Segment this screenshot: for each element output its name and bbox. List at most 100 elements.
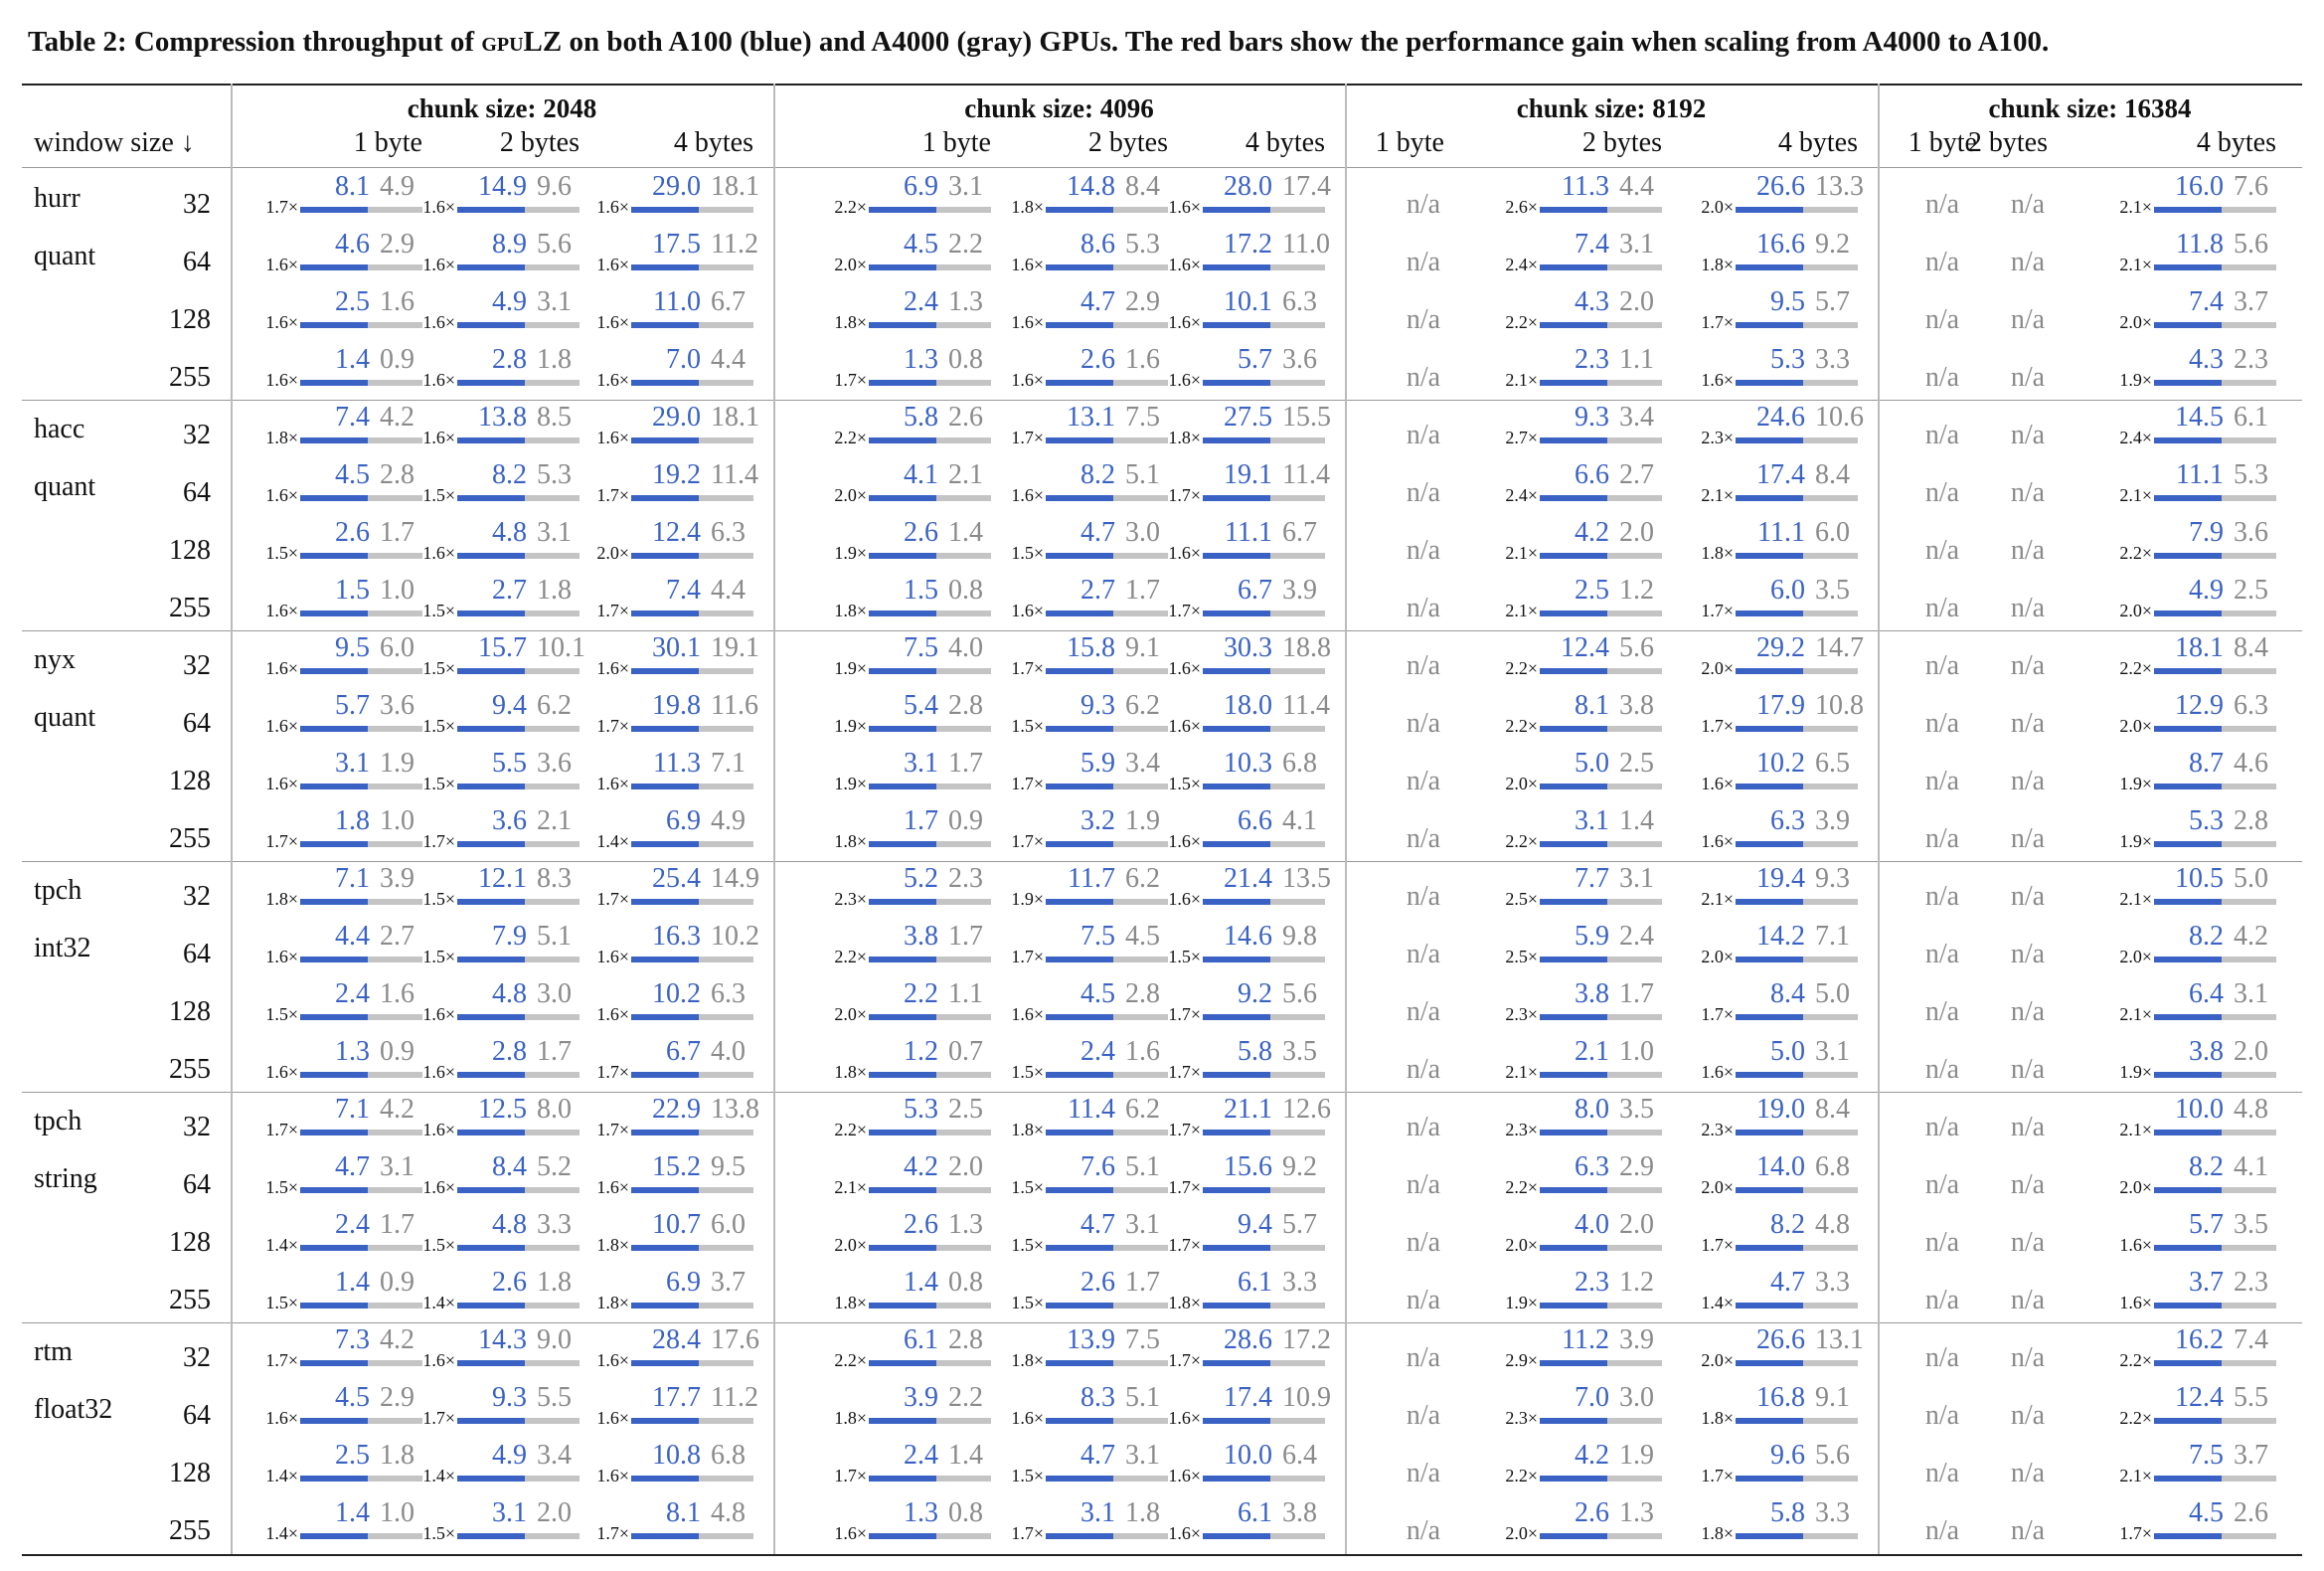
a100-bar-fill (1540, 1072, 1607, 1079)
a4000-throughput: 1.7 (1125, 1267, 1160, 1299)
a4000-throughput: 3.4 (537, 1440, 572, 1472)
a4000-throughput: 6.8 (1282, 748, 1317, 780)
a100-bar-fill (2154, 553, 2222, 560)
throughput-bar (631, 841, 753, 848)
window-size-value: 64 (183, 1400, 211, 1432)
a4000-throughput: 8.0 (537, 1094, 572, 1125)
a100-throughput: 1.3 (904, 344, 938, 376)
section-rule (22, 400, 2302, 401)
a4000-throughput: 9.8 (1282, 921, 1317, 953)
scaling-gain: 2.2× (2119, 1408, 2152, 1429)
scaling-gain: 2.1× (1505, 370, 1538, 391)
scaling-gain: 2.4× (1505, 485, 1538, 506)
window-size-value: 128 (169, 1458, 211, 1489)
not-applicable: n/a (1924, 881, 1960, 912)
dataset-name: int32 (34, 933, 91, 963)
throughput-bar (631, 1476, 753, 1483)
not-applicable: n/a (1406, 1112, 1441, 1142)
a100-throughput: 4.6 (335, 229, 370, 261)
a100-throughput: 9.3 (492, 1382, 527, 1414)
window-size-value: 255 (169, 1515, 211, 1547)
throughput-bar (457, 1360, 580, 1366)
a100-bar-fill (300, 1476, 368, 1483)
scaling-gain: 1.6× (1011, 370, 1044, 391)
a100-throughput: 8.2 (2189, 1151, 2224, 1183)
a100-bar-fill (1203, 1533, 1270, 1540)
scaling-gain: 1.6× (422, 255, 455, 275)
a100-throughput: 15.2 (652, 1151, 701, 1183)
throughput-bar (631, 1360, 753, 1366)
a100-throughput: 7.1 (335, 863, 370, 894)
a4000-throughput: 5.5 (2234, 1382, 2268, 1414)
a4000-throughput: 2.8 (380, 459, 415, 491)
a100-throughput: 27.5 (1224, 402, 1272, 433)
a100-bar-fill (1736, 1130, 1803, 1135)
scaling-gain: 1.6× (1168, 831, 1201, 852)
a100-throughput: 28.4 (652, 1324, 701, 1355)
a4000-throughput: 1.3 (948, 286, 983, 318)
bottom-rule (22, 1554, 2302, 1556)
a100-throughput: 8.1 (335, 171, 370, 202)
a100-bar-fill (1046, 1130, 1113, 1135)
not-applicable: n/a (2010, 766, 2046, 797)
throughput-bar (631, 1072, 753, 1079)
scaling-gain: 1.6× (422, 370, 455, 391)
scaling-gain: 1.6× (422, 197, 455, 217)
a100-throughput: 12.4 (652, 517, 701, 549)
a100-throughput: 4.5 (2189, 1497, 2224, 1529)
a100-bar-fill (300, 1130, 368, 1135)
scaling-gain: 1.6× (1168, 543, 1201, 564)
throughput-bar (1203, 1418, 1325, 1425)
scaling-gain: 1.5× (1011, 716, 1044, 737)
a100-throughput: 2.3 (1575, 344, 1609, 376)
a100-throughput: 5.3 (2189, 805, 2224, 837)
a100-bar-fill (457, 264, 525, 271)
scaling-gain: 1.6× (596, 1177, 629, 1198)
scaling-gain: 1.9× (2119, 774, 2152, 794)
a4000-throughput: 6.0 (711, 1209, 746, 1241)
a100-throughput: 4.2 (1575, 1440, 1609, 1472)
throughput-bar (1540, 668, 1662, 674)
a100-throughput: 3.2 (1080, 805, 1115, 837)
a4000-throughput: 3.5 (2234, 1209, 2268, 1241)
a100-bar-fill (457, 1245, 525, 1252)
a100-throughput: 10.0 (1224, 1440, 1272, 1472)
a4000-throughput: 3.1 (2234, 978, 2268, 1010)
a4000-throughput: 1.8 (537, 1267, 572, 1299)
throughput-bar (631, 1130, 753, 1135)
a4000-throughput: 6.7 (711, 286, 746, 318)
throughput-bar (457, 957, 580, 963)
a4000-throughput: 0.9 (380, 1267, 415, 1299)
a100-throughput: 1.4 (335, 1497, 370, 1529)
throughput-bar (869, 1072, 991, 1079)
a100-bar-fill (631, 553, 699, 560)
a100-throughput: 19.8 (652, 690, 701, 722)
byte-width-header: 4 bytes (1245, 127, 1325, 158)
section-rule (22, 1322, 2302, 1323)
scaling-gain: 1.5× (1011, 1177, 1044, 1198)
scaling-gain: 1.6× (1011, 1408, 1044, 1429)
throughput-bar (1203, 1130, 1325, 1135)
a4000-throughput: 4.9 (380, 171, 415, 202)
scaling-gain: 1.4× (422, 1466, 455, 1486)
scaling-gain: 2.1× (2119, 1466, 2152, 1486)
throughput-bar (1203, 380, 1325, 387)
throughput-bar (1046, 1130, 1168, 1135)
a4000-throughput: 17.6 (711, 1324, 759, 1355)
a100-bar-fill (2154, 380, 2222, 387)
window-size-value: 64 (183, 708, 211, 740)
a100-bar-fill (869, 611, 936, 617)
a4000-throughput: 8.4 (1125, 171, 1160, 202)
a100-throughput: 4.7 (1770, 1267, 1805, 1299)
a4000-throughput: 4.1 (2234, 1151, 2268, 1183)
a100-throughput: 6.9 (904, 171, 938, 202)
a4000-throughput: 3.1 (537, 286, 572, 318)
scaling-gain: 1.9× (2119, 831, 2152, 852)
a100-throughput: 7.5 (1080, 921, 1115, 953)
a100-bar-fill (1736, 1245, 1803, 1252)
scaling-gain: 1.6× (1168, 370, 1201, 391)
a100-throughput: 2.1 (1575, 1036, 1609, 1068)
a100-bar-fill (1203, 1418, 1270, 1425)
window-size-value: 32 (183, 420, 211, 450)
throughput-bar (869, 437, 991, 443)
